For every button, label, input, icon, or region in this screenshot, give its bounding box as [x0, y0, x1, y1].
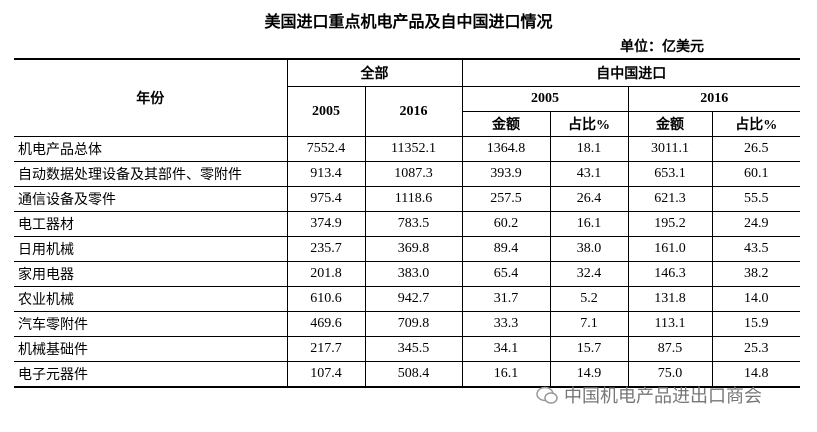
- data-cell: 369.8: [364, 236, 463, 262]
- data-table: 年份 全部 自中国进口 2005 2016 2005 2016 金额 占比% 金…: [14, 58, 800, 388]
- header-cell: 2005: [461, 86, 629, 112]
- data-cell: 34.1: [461, 336, 551, 362]
- data-cell: 7.1: [549, 311, 629, 337]
- data-cell: 131.8: [627, 286, 713, 312]
- data-cell: 43.5: [711, 236, 800, 262]
- data-cell: 18.1: [549, 136, 629, 162]
- row-label: 汽车零附件: [14, 311, 288, 337]
- row-label: 日用机械: [14, 236, 288, 262]
- header-cell: 金额: [462, 111, 551, 137]
- data-cell: 38.2: [711, 261, 800, 287]
- header-cell: 自中国进口: [461, 58, 800, 87]
- row-label: 通信设备及零件: [14, 186, 288, 212]
- data-cell: 5.2: [549, 286, 629, 312]
- data-cell: 383.0: [364, 261, 463, 287]
- table-row: 日用机械 235.7 369.8 89.4 38.0 161.0 43.5: [14, 236, 800, 262]
- header-cell: 2005: [287, 86, 366, 137]
- data-cell: 38.0: [549, 236, 629, 262]
- data-cell: 469.6: [286, 311, 366, 337]
- table-row: 电子元器件 107.4 508.4 16.1 14.9 75.0 14.8: [14, 361, 800, 388]
- data-cell: 653.1: [627, 161, 713, 187]
- data-cell: 195.2: [627, 211, 713, 237]
- table-row: 汽车零附件 469.6 709.8 33.3 7.1 113.1 15.9: [14, 311, 800, 337]
- row-label: 家用电器: [14, 261, 288, 287]
- data-cell: 508.4: [364, 361, 463, 388]
- table-row: 电工器材 374.9 783.5 60.2 16.1 195.2 24.9: [14, 211, 800, 237]
- data-cell: 26.5: [711, 136, 800, 162]
- data-cell: 217.7: [286, 336, 366, 362]
- header-cell: 金额: [627, 111, 713, 137]
- data-cell: 60.2: [461, 211, 551, 237]
- table-row: 机电产品总体 7552.4 11352.1 1364.8 18.1 3011.1 26.5: [14, 136, 800, 162]
- data-cell: 913.4: [286, 161, 366, 187]
- data-cell: 374.9: [286, 211, 366, 237]
- row-label: 农业机械: [14, 286, 288, 312]
- header-cell: 年份: [14, 58, 288, 137]
- data-cell: 31.7: [461, 286, 551, 312]
- data-cell: 345.5: [364, 336, 463, 362]
- table-row: 家用电器 201.8 383.0 65.4 32.4 146.3 38.2: [14, 261, 800, 287]
- data-cell: 161.0: [627, 236, 713, 262]
- data-cell: 14.0: [711, 286, 800, 312]
- data-cell: 87.5: [627, 336, 713, 362]
- data-cell: 16.1: [549, 211, 629, 237]
- data-cell: 60.1: [711, 161, 800, 187]
- header-cell: 全部: [286, 58, 463, 87]
- row-label: 电子元器件: [14, 361, 288, 388]
- data-cell: 33.3: [461, 311, 551, 337]
- table-row: 自动数据处理设备及其部件、零附件 913.4 1087.3 393.9 43.1 653.…: [14, 161, 800, 187]
- data-cell: 15.7: [549, 336, 629, 362]
- data-cell: 43.1: [549, 161, 629, 187]
- row-label: 机械基础件: [14, 336, 288, 362]
- data-cell: 14.9: [549, 361, 629, 388]
- watermark-text: 中国机电产品进出口商会: [564, 386, 762, 407]
- watermark: 中国机电产品进出口商会: [536, 382, 762, 408]
- data-cell: 25.3: [711, 336, 800, 362]
- data-cell: 16.1: [461, 361, 551, 388]
- data-cell: 65.4: [461, 261, 551, 287]
- data-cell: 146.3: [627, 261, 713, 287]
- data-cell: 15.9: [711, 311, 800, 337]
- table-row: 机械基础件 217.7 345.5 34.1 15.7 87.5 25.3: [14, 336, 800, 362]
- data-cell: 235.7: [286, 236, 366, 262]
- data-cell: 14.8: [711, 361, 800, 388]
- unit-label: 单位：亿美元: [620, 40, 704, 55]
- data-cell: 89.4: [461, 236, 551, 262]
- data-cell: 621.3: [627, 186, 713, 212]
- data-cell: 32.4: [549, 261, 629, 287]
- data-cell: 26.4: [549, 186, 629, 212]
- data-cell: 107.4: [286, 361, 366, 388]
- header-cell: 占比%: [549, 111, 629, 137]
- wechat-icon: [536, 386, 558, 404]
- data-cell: 113.1: [627, 311, 713, 337]
- data-cell: 709.8: [364, 311, 463, 337]
- data-cell: 1364.8: [461, 136, 551, 162]
- row-label: 电工器材: [14, 211, 288, 237]
- header-cell: 2016: [364, 86, 463, 137]
- table-row: 通信设备及零件 975.4 1118.6 257.5 26.4 621.3 55.5: [14, 186, 800, 212]
- data-cell: 257.5: [461, 186, 551, 212]
- data-cell: 1118.6: [364, 186, 463, 212]
- header-cell: 2016: [627, 86, 800, 112]
- data-cell: 11352.1: [364, 136, 463, 162]
- data-cell: 783.5: [364, 211, 463, 237]
- data-cell: 24.9: [711, 211, 800, 237]
- data-cell: 55.5: [711, 186, 800, 212]
- data-cell: 201.8: [286, 261, 366, 287]
- table-title: 美国进口重点机电产品及自中国进口情况: [264, 14, 553, 31]
- header-cell: 占比%: [711, 111, 800, 137]
- data-cell: 393.9: [461, 161, 551, 187]
- table-row: 农业机械 610.6 942.7 31.7 5.2 131.8 14.0: [14, 286, 800, 312]
- table-body: 机电产品总体 7552.4 11352.1 1364.8 18.1 3011.1 26.5 自…: [14, 136, 800, 388]
- data-cell: 3011.1: [627, 136, 713, 162]
- data-cell: 7552.4: [286, 136, 366, 162]
- row-label: 机电产品总体: [14, 136, 288, 162]
- data-cell: 1087.3: [364, 161, 463, 187]
- data-cell: 610.6: [286, 286, 366, 312]
- row-label: 自动数据处理设备及其部件、零附件: [14, 161, 288, 187]
- data-cell: 942.7: [364, 286, 463, 312]
- data-cell: 975.4: [286, 186, 366, 212]
